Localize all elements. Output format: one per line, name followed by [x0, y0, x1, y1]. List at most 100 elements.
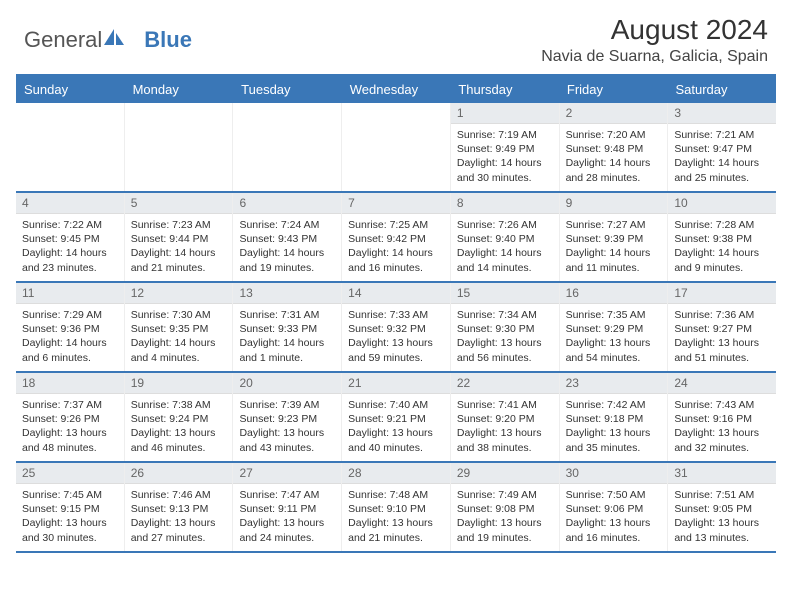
day-body: Sunrise: 7:46 AMSunset: 9:13 PMDaylight:…	[125, 484, 233, 549]
day-cell: 12Sunrise: 7:30 AMSunset: 9:35 PMDayligh…	[125, 283, 234, 371]
daylight: Daylight: 14 hours and 21 minutes.	[131, 246, 227, 274]
day-body: Sunrise: 7:24 AMSunset: 9:43 PMDaylight:…	[233, 214, 341, 279]
sunrise: Sunrise: 7:19 AM	[457, 128, 553, 142]
day-body: Sunrise: 7:26 AMSunset: 9:40 PMDaylight:…	[451, 214, 559, 279]
daylight: Daylight: 13 hours and 38 minutes.	[457, 426, 553, 454]
day-cell: 24Sunrise: 7:43 AMSunset: 9:16 PMDayligh…	[668, 373, 776, 461]
daylight: Daylight: 14 hours and 14 minutes.	[457, 246, 553, 274]
day-cell: 25Sunrise: 7:45 AMSunset: 9:15 PMDayligh…	[16, 463, 125, 551]
day-body: Sunrise: 7:45 AMSunset: 9:15 PMDaylight:…	[16, 484, 124, 549]
day-number: 24	[668, 373, 776, 394]
day-cell: 20Sunrise: 7:39 AMSunset: 9:23 PMDayligh…	[233, 373, 342, 461]
week-row: 4Sunrise: 7:22 AMSunset: 9:45 PMDaylight…	[16, 193, 776, 283]
day-cell: 9Sunrise: 7:27 AMSunset: 9:39 PMDaylight…	[560, 193, 669, 281]
day-body: Sunrise: 7:31 AMSunset: 9:33 PMDaylight:…	[233, 304, 341, 369]
day-number: 6	[233, 193, 341, 214]
day-cell: 13Sunrise: 7:31 AMSunset: 9:33 PMDayligh…	[233, 283, 342, 371]
sunrise: Sunrise: 7:38 AM	[131, 398, 227, 412]
day-body: Sunrise: 7:51 AMSunset: 9:05 PMDaylight:…	[668, 484, 776, 549]
sunrise: Sunrise: 7:34 AM	[457, 308, 553, 322]
day-body: Sunrise: 7:39 AMSunset: 9:23 PMDaylight:…	[233, 394, 341, 459]
day-cell	[233, 103, 342, 191]
day-cell: 4Sunrise: 7:22 AMSunset: 9:45 PMDaylight…	[16, 193, 125, 281]
day-body: Sunrise: 7:34 AMSunset: 9:30 PMDaylight:…	[451, 304, 559, 369]
daylight: Daylight: 14 hours and 1 minute.	[239, 336, 335, 364]
daylight: Daylight: 14 hours and 11 minutes.	[566, 246, 662, 274]
daylight: Daylight: 13 hours and 56 minutes.	[457, 336, 553, 364]
daylight: Daylight: 13 hours and 16 minutes.	[566, 516, 662, 544]
day-cell: 23Sunrise: 7:42 AMSunset: 9:18 PMDayligh…	[560, 373, 669, 461]
sunset: Sunset: 9:11 PM	[239, 502, 335, 516]
location: Navia de Suarna, Galicia, Spain	[541, 48, 768, 66]
day-number: 27	[233, 463, 341, 484]
daylight: Daylight: 13 hours and 21 minutes.	[348, 516, 444, 544]
sunrise: Sunrise: 7:43 AM	[674, 398, 770, 412]
daylight: Daylight: 13 hours and 59 minutes.	[348, 336, 444, 364]
daylight: Daylight: 13 hours and 51 minutes.	[674, 336, 770, 364]
daylight: Daylight: 13 hours and 35 minutes.	[566, 426, 662, 454]
dow-header: Thursday	[450, 76, 559, 103]
day-body: Sunrise: 7:27 AMSunset: 9:39 PMDaylight:…	[560, 214, 668, 279]
daylight: Daylight: 14 hours and 23 minutes.	[22, 246, 118, 274]
sunset: Sunset: 9:29 PM	[566, 322, 662, 336]
day-number: 29	[451, 463, 559, 484]
sunset: Sunset: 9:30 PM	[457, 322, 553, 336]
sunrise: Sunrise: 7:46 AM	[131, 488, 227, 502]
sunrise: Sunrise: 7:30 AM	[131, 308, 227, 322]
day-body: Sunrise: 7:28 AMSunset: 9:38 PMDaylight:…	[668, 214, 776, 279]
day-number: 9	[560, 193, 668, 214]
day-number: 13	[233, 283, 341, 304]
sunset: Sunset: 9:05 PM	[674, 502, 770, 516]
day-number: 12	[125, 283, 233, 304]
logo: General Blue	[24, 27, 192, 53]
day-number: 3	[668, 103, 776, 124]
sunset: Sunset: 9:08 PM	[457, 502, 553, 516]
day-cell	[125, 103, 234, 191]
day-body: Sunrise: 7:36 AMSunset: 9:27 PMDaylight:…	[668, 304, 776, 369]
day-number: 23	[560, 373, 668, 394]
sunset: Sunset: 9:38 PM	[674, 232, 770, 246]
day-cell: 31Sunrise: 7:51 AMSunset: 9:05 PMDayligh…	[668, 463, 776, 551]
sunrise: Sunrise: 7:51 AM	[674, 488, 770, 502]
sunset: Sunset: 9:45 PM	[22, 232, 118, 246]
daylight: Daylight: 13 hours and 43 minutes.	[239, 426, 335, 454]
sunrise: Sunrise: 7:41 AM	[457, 398, 553, 412]
day-cell	[16, 103, 125, 191]
sunset: Sunset: 9:26 PM	[22, 412, 118, 426]
daylight: Daylight: 14 hours and 9 minutes.	[674, 246, 770, 274]
day-body: Sunrise: 7:50 AMSunset: 9:06 PMDaylight:…	[560, 484, 668, 549]
sunrise: Sunrise: 7:24 AM	[239, 218, 335, 232]
day-body: Sunrise: 7:29 AMSunset: 9:36 PMDaylight:…	[16, 304, 124, 369]
daylight: Daylight: 14 hours and 16 minutes.	[348, 246, 444, 274]
day-number: 28	[342, 463, 450, 484]
daylight: Daylight: 13 hours and 24 minutes.	[239, 516, 335, 544]
day-cell: 28Sunrise: 7:48 AMSunset: 9:10 PMDayligh…	[342, 463, 451, 551]
day-number: 25	[16, 463, 124, 484]
sunset: Sunset: 9:27 PM	[674, 322, 770, 336]
day-number: 18	[16, 373, 124, 394]
dow-header: Saturday	[667, 76, 776, 103]
day-body: Sunrise: 7:21 AMSunset: 9:47 PMDaylight:…	[668, 124, 776, 189]
daylight: Daylight: 13 hours and 48 minutes.	[22, 426, 118, 454]
page-title: August 2024	[541, 14, 768, 46]
day-number: 10	[668, 193, 776, 214]
sunrise: Sunrise: 7:25 AM	[348, 218, 444, 232]
sunset: Sunset: 9:35 PM	[131, 322, 227, 336]
sunset: Sunset: 9:10 PM	[348, 502, 444, 516]
day-cell: 6Sunrise: 7:24 AMSunset: 9:43 PMDaylight…	[233, 193, 342, 281]
dow-header: Tuesday	[233, 76, 342, 103]
daylight: Daylight: 13 hours and 32 minutes.	[674, 426, 770, 454]
sunrise: Sunrise: 7:28 AM	[674, 218, 770, 232]
sunrise: Sunrise: 7:20 AM	[566, 128, 662, 142]
daylight: Daylight: 14 hours and 19 minutes.	[239, 246, 335, 274]
daylight: Daylight: 14 hours and 25 minutes.	[674, 156, 770, 184]
day-body: Sunrise: 7:49 AMSunset: 9:08 PMDaylight:…	[451, 484, 559, 549]
day-body: Sunrise: 7:30 AMSunset: 9:35 PMDaylight:…	[125, 304, 233, 369]
logo-text-1: General	[24, 27, 102, 53]
sunset: Sunset: 9:40 PM	[457, 232, 553, 246]
sunset: Sunset: 9:13 PM	[131, 502, 227, 516]
sunrise: Sunrise: 7:31 AM	[239, 308, 335, 322]
sunrise: Sunrise: 7:33 AM	[348, 308, 444, 322]
day-number: 8	[451, 193, 559, 214]
dow-header: Monday	[125, 76, 234, 103]
